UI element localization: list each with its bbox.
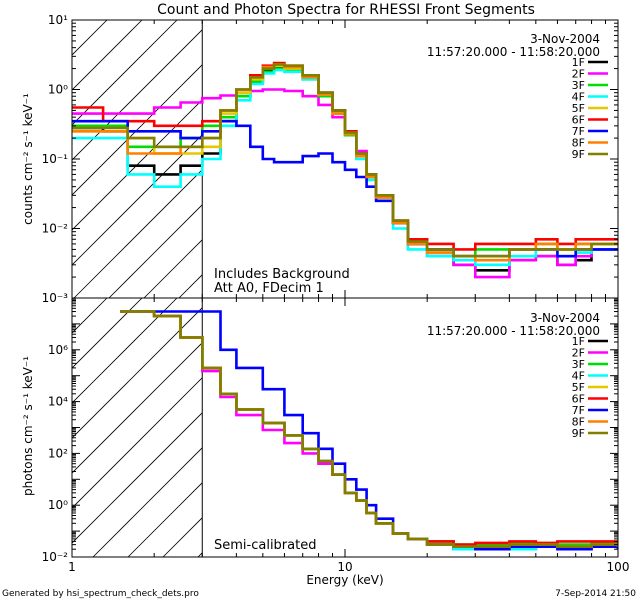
legend-label-2F: 2F — [572, 68, 585, 81]
footer-date: 7-Sep-2014 21:50 — [555, 589, 636, 599]
y-tick-label: 10⁰ — [48, 498, 68, 512]
hatch-line — [72, 20, 178, 126]
y-tick-label: 10⁶ — [48, 343, 68, 357]
legend-label-1F: 1F — [572, 56, 585, 69]
hatch-line — [72, 298, 108, 334]
hatch-line — [92, 447, 203, 557]
counts-panel: 10⁻³ 10⁻² 10⁻¹ 10⁰ 10¹ counts cm⁻² s⁻¹ keV⁻¹… — [21, 13, 619, 305]
legend-label-8F: 8F — [572, 137, 585, 150]
hatch-line — [72, 298, 143, 369]
y-tick-label: 10⁻¹ — [42, 152, 69, 166]
hatch-line — [72, 99, 203, 231]
hatch-line — [143, 239, 203, 298]
x-axis-label: Energy (keV) — [306, 573, 383, 587]
legend-label-3F: 3F — [572, 358, 585, 371]
legend-label-9F: 9F — [572, 148, 585, 161]
legend-label-9F: 9F — [572, 427, 585, 440]
hatch-line — [72, 342, 203, 474]
hatch-line — [72, 20, 143, 91]
counts-annotation-attenuator: Att A0, FDecim 1 — [214, 281, 324, 296]
hatch-line — [72, 134, 203, 266]
x-tick-label: 10 — [337, 560, 352, 574]
series-line-9F — [72, 63, 618, 258]
hatch-line — [72, 412, 203, 544]
series-line-9F — [120, 310, 618, 548]
threshold-hatch — [72, 298, 203, 557]
threshold-hatch — [72, 20, 203, 298]
legend-label-1F: 1F — [572, 335, 585, 348]
counts-y-label: counts cm⁻² s⁻¹ keV⁻¹ — [21, 93, 35, 225]
photons-annotation: Semi-calibrated — [214, 538, 316, 553]
hatch-line — [73, 169, 203, 298]
series-line-6F — [72, 61, 618, 251]
hatch-line — [72, 298, 73, 299]
hatch-line — [72, 307, 203, 439]
series-line-8F — [120, 310, 618, 548]
hatch-line — [197, 552, 203, 557]
figure-title: Count and Photon Spectra for RHESSI Fron… — [157, 2, 535, 18]
y-tick-label: 10⁻² — [42, 550, 69, 564]
legend-label-5F: 5F — [572, 381, 585, 394]
legend-label-6F: 6F — [572, 114, 585, 127]
legend-label-3F: 3F — [572, 79, 585, 92]
x-tick-label: 100 — [607, 560, 630, 574]
footer-generated: Generated by hsi_spectrum_check_dets.pro — [2, 589, 199, 599]
y-tick-label: 10⁰ — [48, 83, 68, 97]
y-tick-label: 10⁴ — [48, 395, 68, 409]
y-tick-label: 10⁻² — [42, 222, 69, 236]
hatch-line — [127, 482, 203, 557]
hatch-line — [72, 298, 178, 404]
series-line-6F — [120, 310, 618, 546]
series-line-3F — [120, 310, 618, 546]
photons-date: 3-Nov-2004 — [530, 311, 600, 325]
legend-label-6F: 6F — [572, 393, 585, 406]
photons-panel: 10⁻² 10⁰ 10² 10⁴ 10⁶ 1 10 100 photons cm⁻² s⁻¹… — [21, 297, 630, 587]
x-tick-label: 1 — [68, 560, 76, 574]
counts-date: 3-Nov-2004 — [530, 32, 600, 46]
hatch-line — [72, 64, 203, 196]
counts-annotation-background: Includes Background — [214, 267, 350, 282]
legend-label-7F: 7F — [572, 404, 585, 417]
legend-label-4F: 4F — [572, 91, 585, 104]
photons-y-label: photons cm⁻² s⁻¹ keV⁻¹ — [21, 356, 35, 496]
hatch-line — [72, 377, 203, 509]
y-tick-label: 10⁻³ — [42, 291, 69, 305]
legend-label-7F: 7F — [572, 125, 585, 138]
legend-label-4F: 4F — [572, 370, 585, 383]
photons-time-range: 11:57:20.000 - 11:58:20.000 — [427, 324, 600, 338]
y-tick-label: 10² — [48, 446, 68, 460]
legend-label-5F: 5F — [572, 102, 585, 115]
y-tick-label: 10¹ — [48, 13, 68, 27]
legend-label-2F: 2F — [572, 347, 585, 360]
hatch-line — [108, 204, 203, 298]
legend-label-8F: 8F — [572, 416, 585, 429]
counts-time-range: 11:57:20.000 - 11:58:20.000 — [427, 45, 600, 59]
